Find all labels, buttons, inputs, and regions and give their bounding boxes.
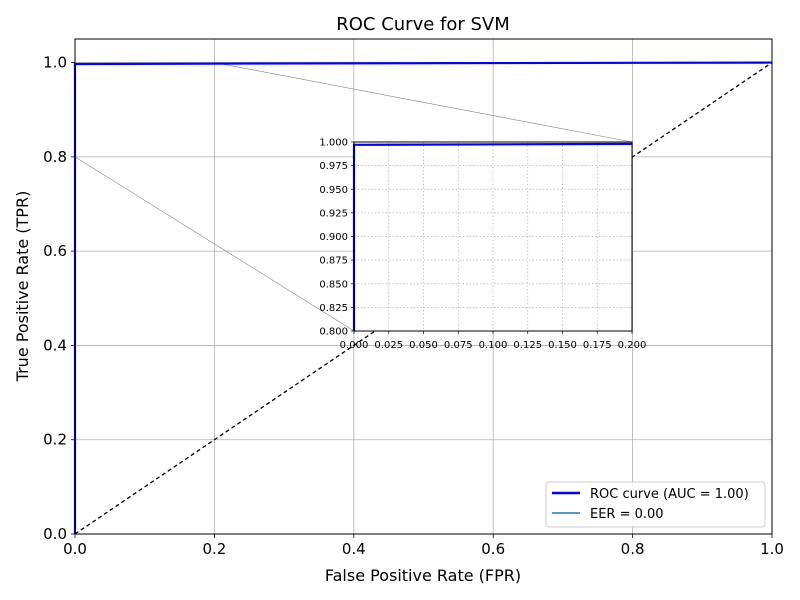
x-tick-label-3: 0.6 <box>481 540 505 558</box>
plot-frame <box>74 38 773 535</box>
inset-zoom-chart: 0.000 0.025 0.050 0.075 0.100 0.125 0.150 0.175… <box>319 138 646 352</box>
inset-grid <box>354 142 632 331</box>
x-tick-label-5: 1.0 <box>760 540 784 558</box>
y-tick-label-4: 0.8 <box>43 148 67 166</box>
inset-y-tick-label-4: 0.900 <box>319 232 348 243</box>
inset-y-tick-label-5: 0.925 <box>319 208 348 219</box>
inset-y-tick-label-0: 0.800 <box>319 327 348 338</box>
inset-ticks: 0.000 0.025 0.050 0.075 0.100 0.125 0.150 0.175… <box>319 138 646 352</box>
x-tick-label-2: 0.4 <box>342 540 366 558</box>
inset-x-tick-label-0: 0.000 <box>340 340 369 351</box>
inset-x-tick-label-5: 0.125 <box>513 340 542 351</box>
y-tick-label-1: 0.2 <box>43 431 67 449</box>
inset-y-tick-label-3: 0.875 <box>319 256 348 267</box>
inset-y-tick-label-7: 0.975 <box>319 161 348 172</box>
zoom-connector-lines <box>74 62 633 332</box>
legend-label-eer: EER = 0.00 <box>590 507 664 522</box>
zoom-connector-upper <box>214 62 633 143</box>
inset-y-tick-label-8: 1.000 <box>319 138 348 149</box>
inset-y-tick-label-6: 0.950 <box>319 185 348 196</box>
y-axis-label: True Positive Rate (TPR) <box>13 191 32 383</box>
x-tick-label-0: 0.0 <box>63 540 87 558</box>
inset-y-tick-label-1: 0.825 <box>319 303 348 314</box>
legend-label-roc: ROC curve (AUC = 1.00) <box>590 487 749 502</box>
main-ticks: 0.0 0.2 0.4 0.6 0.8 1.0 0.0 0.2 0.4 0.6 0.8 1.0 <box>43 54 784 558</box>
inset-x-tick-label-7: 0.175 <box>583 340 612 351</box>
inset-x-tick-label-6: 0.150 <box>548 340 577 351</box>
legend-box <box>545 481 766 528</box>
inset-y-tick-label-2: 0.850 <box>319 279 348 290</box>
x-tick-label-4: 0.8 <box>621 540 645 558</box>
inset-x-tick-label-1: 0.025 <box>374 340 403 351</box>
x-tick-label-1: 0.2 <box>202 540 226 558</box>
chart-title: ROC Curve for SVM <box>336 14 510 35</box>
inset-x-tick-label-4: 0.100 <box>479 340 508 351</box>
legend: ROC curve (AUC = 1.00) EER = 0.00 <box>545 481 766 528</box>
inset-x-tick-label-2: 0.050 <box>409 340 438 351</box>
inset-x-tick-label-3: 0.075 <box>444 340 473 351</box>
zoom-connector-lower <box>74 156 355 332</box>
y-tick-label-0: 0.0 <box>43 525 67 543</box>
inset-x-tick-label-8: 0.200 <box>618 340 647 351</box>
x-axis-label: False Positive Rate (FPR) <box>325 566 521 585</box>
y-tick-label-2: 0.4 <box>43 336 67 354</box>
y-tick-label-5: 1.0 <box>43 54 67 72</box>
y-tick-label-3: 0.6 <box>43 242 67 260</box>
